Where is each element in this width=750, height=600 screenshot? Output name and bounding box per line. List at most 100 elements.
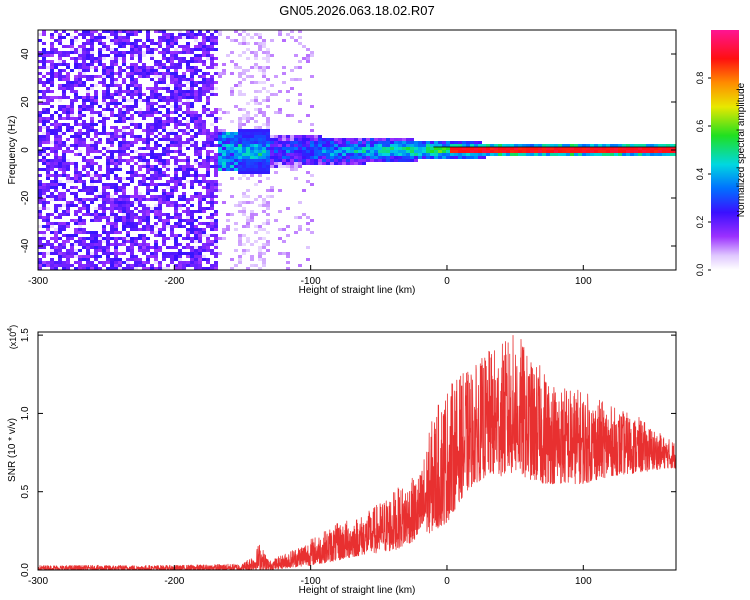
spectrogram-cell (134, 141, 138, 144)
spectrogram-cell (102, 132, 106, 135)
spectrogram-cell (158, 228, 162, 231)
spectrogram-cell (186, 33, 190, 36)
spectrogram-cell (246, 153, 250, 156)
spectrogram-cell (82, 174, 86, 177)
spectrogram-cell (66, 255, 70, 258)
spectrogram-cell (186, 222, 190, 225)
spectrogram-cell (206, 222, 210, 225)
spectrogram-cell (198, 210, 202, 213)
spectrogram-cell (74, 120, 78, 123)
spectrogram-cell (114, 84, 118, 87)
spectrogram-cell (234, 84, 238, 87)
spectrogram-cell (42, 201, 46, 204)
spectrogram-cell (54, 249, 58, 252)
spectrogram-cell (250, 141, 254, 144)
spectrogram-cell (138, 258, 142, 261)
spectrogram-cell (58, 141, 62, 144)
spectrogram-cell (94, 129, 98, 132)
spectrogram-cell (38, 81, 42, 84)
spectrogram-cell (210, 192, 214, 195)
spectrogram-cell (218, 162, 222, 165)
spectrogram-cell (306, 246, 310, 249)
spectrogram-cell (62, 225, 66, 228)
spectrogram-cell (142, 162, 146, 165)
spectrogram-cell (266, 165, 270, 168)
spectrogram-cell (198, 195, 202, 198)
spectrogram-cell (158, 66, 162, 69)
spectrogram-cell (202, 162, 206, 165)
spectrogram-cell (306, 159, 310, 162)
spectrogram-cell (306, 180, 310, 183)
spectrogram-cell (198, 201, 202, 204)
spectrogram-cell (254, 135, 258, 138)
spectrogram-cell (118, 156, 122, 159)
spectrogram-cell (598, 147, 602, 150)
spectrogram-cell (530, 144, 534, 147)
spectrogram-cell (58, 69, 62, 72)
spectrogram-cell (214, 162, 218, 165)
spectrogram-cell (330, 153, 334, 156)
spectrogram-cell (594, 144, 598, 147)
spectrogram-cell (214, 228, 218, 231)
spectrogram-cell (238, 159, 242, 162)
spectrogram-cell (262, 75, 266, 78)
spectrogram-cell (338, 153, 342, 156)
spectrogram-cell (150, 57, 154, 60)
spectrogram-cell (170, 228, 174, 231)
spectrogram-cell (158, 117, 162, 120)
spectrogram-cell (158, 132, 162, 135)
spectrogram-cell (606, 150, 610, 153)
spectrogram-cell (38, 153, 42, 156)
spectrogram-cell (194, 33, 198, 36)
spectrogram-cell (90, 63, 94, 66)
spectrogram-cell (98, 156, 102, 159)
spectrogram-cell (242, 78, 246, 81)
spectrogram-cell (238, 255, 242, 258)
spectrogram-cell (154, 258, 158, 261)
spectrogram-cell (254, 183, 258, 186)
spectrogram-cell (82, 168, 86, 171)
spectrogram-cell (482, 144, 486, 147)
spectrogram-cell (94, 264, 98, 267)
spectrogram-cell (298, 159, 302, 162)
spectrogram-cell (242, 174, 246, 177)
spectrogram-cell (154, 246, 158, 249)
spectrogram-cell (310, 135, 314, 138)
chart-title: GN05.2026.063.18.02.R07 (279, 3, 434, 18)
spectrogram-cell (166, 213, 170, 216)
spectrogram-cell (186, 156, 190, 159)
spectrogram-cell (106, 93, 110, 96)
spectrogram-y-tick-label: 20 (20, 96, 31, 108)
spectrogram-cell (78, 264, 82, 267)
spectrogram-cell (258, 150, 262, 153)
spectrogram-cell (322, 153, 326, 156)
spectrogram-cell (130, 243, 134, 246)
spectrogram-cell (186, 132, 190, 135)
spectrogram-cell (226, 147, 230, 150)
spectrogram-cell (238, 147, 242, 150)
spectrogram-cell (102, 207, 106, 210)
spectrogram-cell (214, 57, 218, 60)
spectrogram-cell (458, 153, 462, 156)
spectrogram-cell (170, 186, 174, 189)
spectrogram-cell (46, 216, 50, 219)
spectrogram-cell (286, 153, 290, 156)
spectrogram-cell (210, 213, 214, 216)
spectrogram-cell (82, 204, 86, 207)
spectrogram-cell (78, 72, 82, 75)
spectrogram-cell (50, 45, 54, 48)
spectrogram-cell (242, 114, 246, 117)
spectrogram-cell (282, 153, 286, 156)
spectrogram-cell (258, 252, 262, 255)
spectrogram-cell (398, 147, 402, 150)
spectrogram-cell (74, 96, 78, 99)
spectrogram-cell (114, 267, 118, 270)
spectrogram-cell (194, 177, 198, 180)
spectrogram-cell (82, 42, 86, 45)
spectrogram-cell (78, 135, 82, 138)
spectrogram-cell (578, 144, 582, 147)
spectrogram-cell (146, 219, 150, 222)
spectrogram-cell (138, 126, 142, 129)
spectrogram-cell (182, 192, 186, 195)
spectrogram-cell (58, 192, 62, 195)
